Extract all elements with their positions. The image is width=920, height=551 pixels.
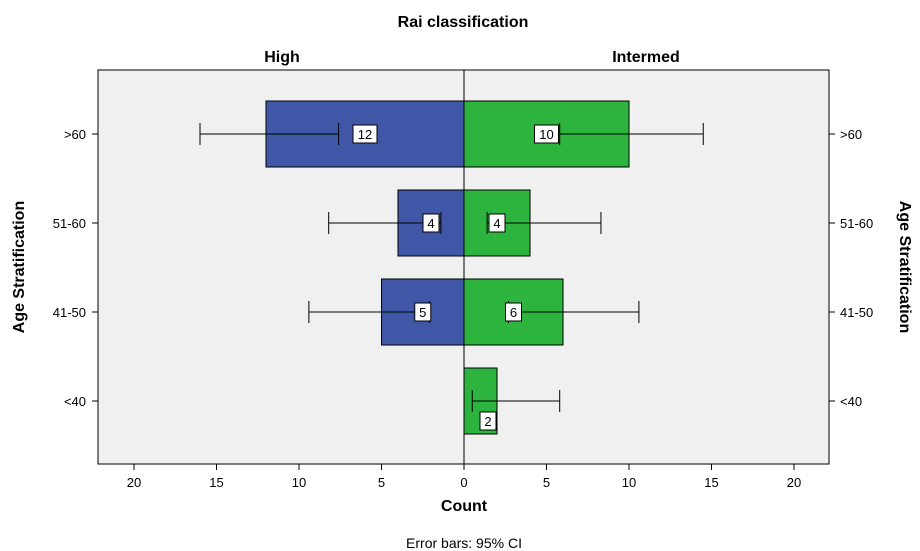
error-bars-layer — [199, 123, 704, 412]
value-labels-layer: 12 4 5 10 4 6 2 — [352, 124, 559, 431]
y-ticks-layer: >60 >60 51-60 51-60 41-50 41-50 <40 <40 — [53, 127, 874, 409]
panel-label-left: High — [264, 49, 300, 66]
value-label-box-high-0 — [352, 124, 378, 144]
value-label-box-high-2 — [414, 302, 432, 322]
value-label-box-intermed-0 — [534, 124, 559, 144]
value-label-intermed-3: 2 — [484, 414, 491, 429]
y-tick-label-left-2: 41-50 — [53, 305, 86, 320]
y-tick-label-left-3: <40 — [64, 394, 86, 409]
chart-title: Rai classification — [398, 14, 529, 31]
x-tick-label-7: 15 — [704, 475, 718, 490]
y-axis-title-right: Age Stratification — [896, 201, 913, 333]
x-tick-label-2: 10 — [292, 475, 306, 490]
y-axis-title-left: Age Stratification — [11, 201, 28, 333]
y-tick-label-left-1: 51-60 — [53, 216, 86, 231]
x-tick-label-1: 15 — [209, 475, 223, 490]
y-tick-label-right-1: 51-60 — [840, 216, 873, 231]
value-label-intermed-1: 4 — [493, 216, 500, 231]
y-tick-label-right-3: <40 — [840, 394, 862, 409]
x-tick-label-3: 5 — [378, 475, 385, 490]
y-tick-label-left-0: >60 — [64, 127, 86, 142]
x-tick-label-5: 5 — [543, 475, 550, 490]
value-label-intermed-2: 6 — [510, 305, 517, 320]
y-tick-label-right-0: >60 — [840, 127, 862, 142]
x-tick-label-6: 10 — [622, 475, 636, 490]
x-tick-label-0: 20 — [127, 475, 141, 490]
footnote: Error bars: 95% CI — [406, 535, 522, 551]
value-label-high-0: 12 — [358, 127, 372, 142]
value-label-box-intermed-2 — [505, 302, 522, 322]
y-tick-label-right-2: 41-50 — [840, 305, 873, 320]
value-label-box-intermed-3 — [479, 411, 497, 431]
value-label-high-1: 4 — [427, 216, 434, 231]
value-label-box-intermed-1 — [488, 213, 506, 233]
value-label-box-high-1 — [422, 213, 440, 233]
x-tick-label-4: 0 — [460, 475, 467, 490]
value-label-intermed-0: 10 — [539, 127, 553, 142]
panel-label-right: Intermed — [612, 49, 680, 66]
x-tick-label-8: 20 — [787, 475, 801, 490]
x-ticks-layer: 20 15 10 5 0 5 10 15 20 — [127, 464, 801, 490]
x-axis-title: Count — [441, 498, 488, 515]
value-label-high-2: 5 — [419, 305, 426, 320]
